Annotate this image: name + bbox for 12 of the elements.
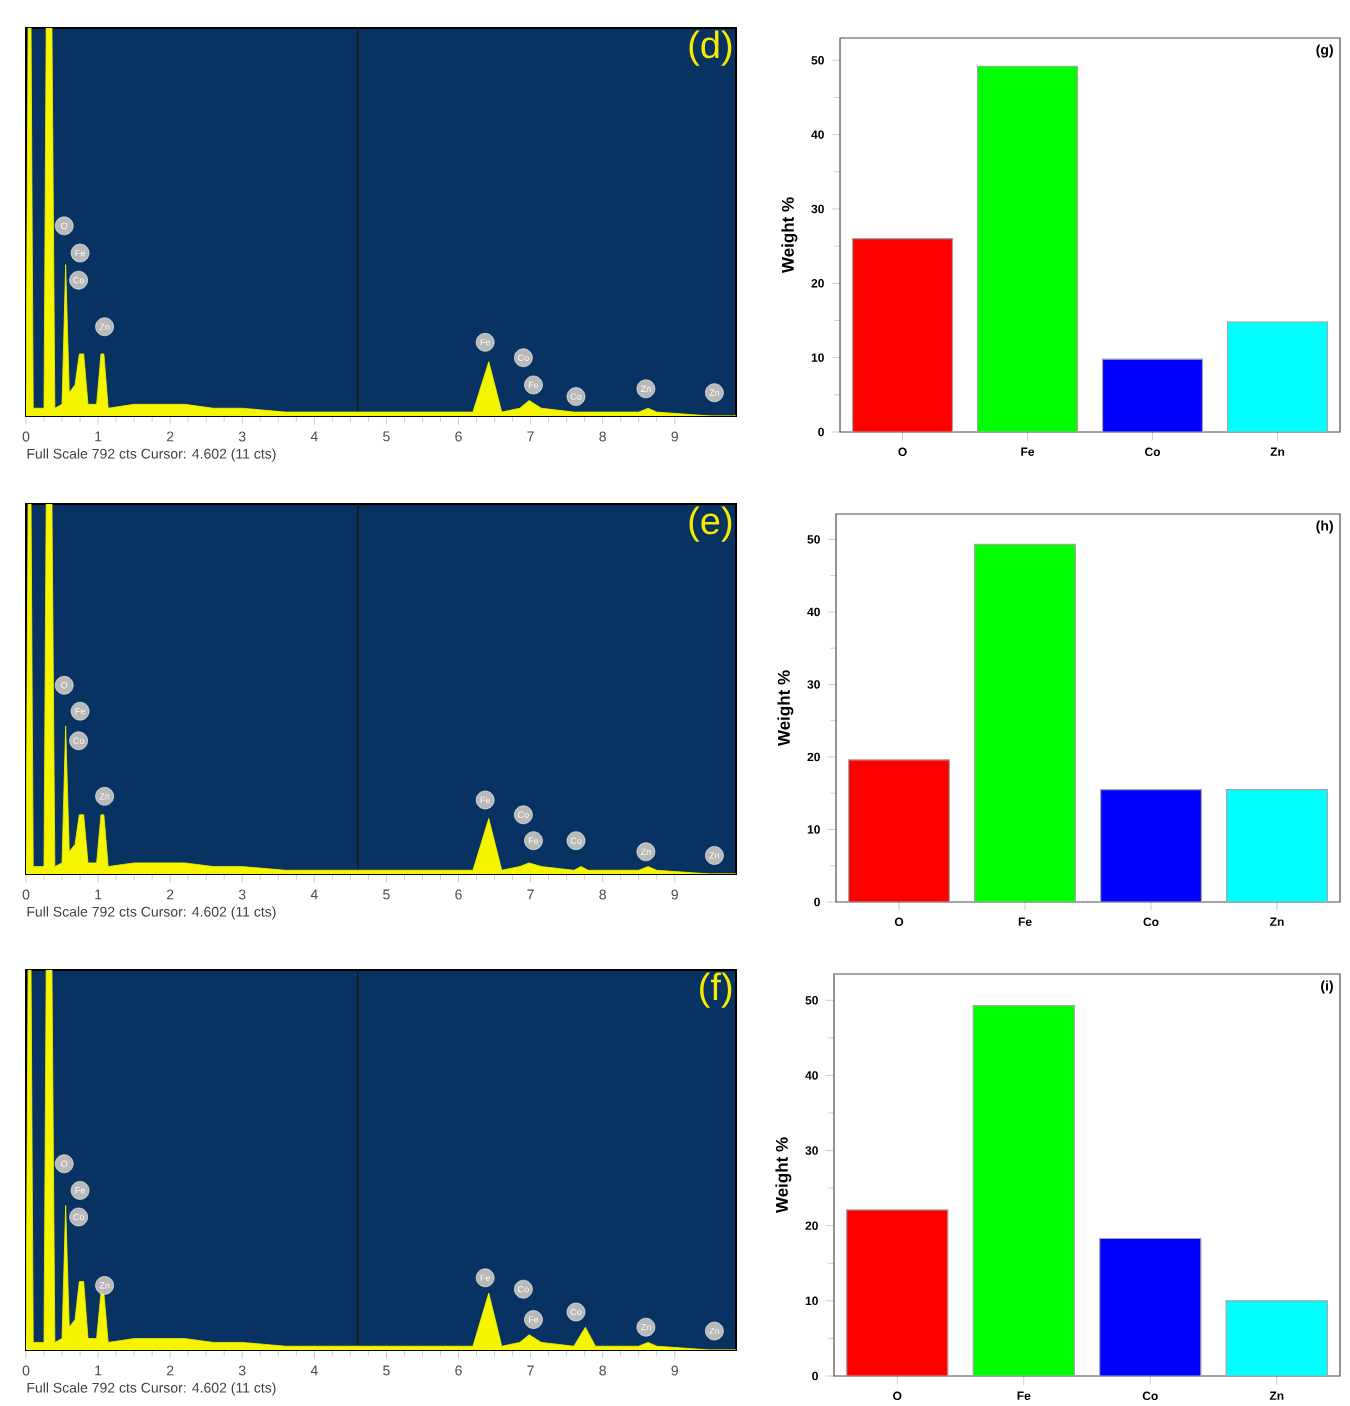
bar <box>851 238 954 432</box>
chart-title: (e) <box>689 506 732 542</box>
bar <box>846 1209 949 1376</box>
chart-title: (f) <box>700 972 732 1008</box>
y-axis-title: Weight % <box>775 1137 792 1214</box>
y-axis-title: Weight % <box>777 670 794 747</box>
bar <box>1226 321 1329 432</box>
y-axis-title: Weight % <box>781 197 798 274</box>
bar <box>972 1004 1075 1376</box>
bar <box>1099 1237 1202 1376</box>
bar <box>1225 1300 1328 1376</box>
chart-title: (d) <box>689 30 732 66</box>
